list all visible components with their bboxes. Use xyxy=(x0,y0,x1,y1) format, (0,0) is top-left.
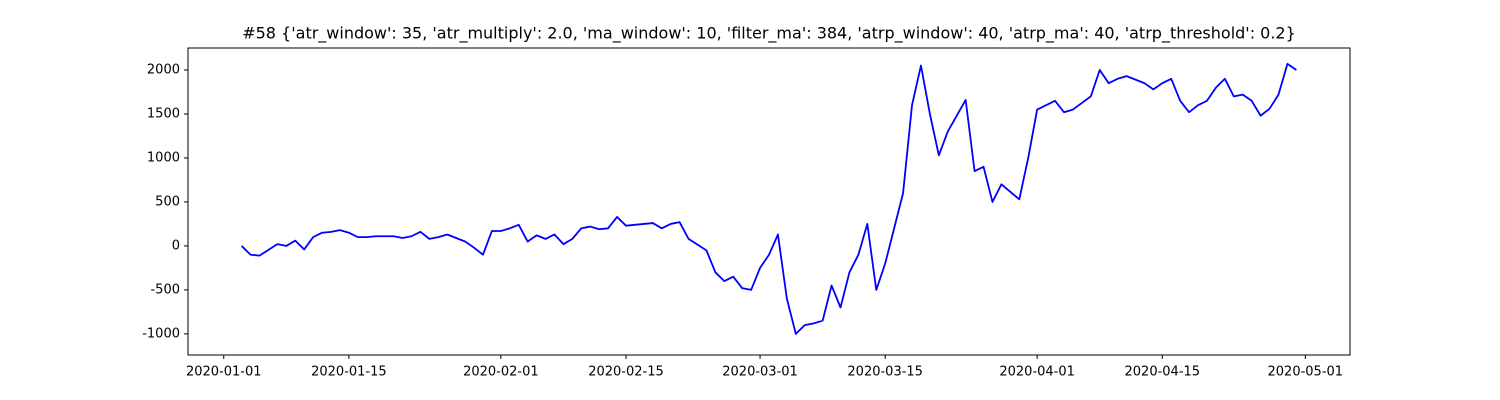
y-tick-label: 500 xyxy=(155,194,180,209)
x-tick-label: 2020-05-01 xyxy=(1268,365,1344,380)
y-tick-label: 1500 xyxy=(147,106,180,121)
x-tick-label: 2020-03-01 xyxy=(722,365,798,380)
x-tick-label: 2020-04-15 xyxy=(1125,365,1201,380)
x-tick-label: 2020-01-01 xyxy=(186,365,262,380)
plot-frame xyxy=(187,47,1351,356)
x-tick-label: 2020-01-15 xyxy=(311,365,387,380)
x-tick-label: 2020-02-15 xyxy=(588,365,664,380)
y-tick-label: 0 xyxy=(172,238,180,253)
y-tick-label: -500 xyxy=(150,282,180,297)
series-line xyxy=(240,62,1297,335)
x-tick-label: 2020-03-15 xyxy=(847,365,923,380)
y-tick-label: 1000 xyxy=(147,150,180,165)
x-tick-label: 2020-02-01 xyxy=(463,365,539,380)
x-tick-label: 2020-04-01 xyxy=(999,365,1075,380)
chart-title: #58 {'atr_window': 35, 'atr_multiply': 2… xyxy=(242,24,1296,44)
y-tick-label: -1000 xyxy=(142,326,180,341)
y-tick-label: 2000 xyxy=(147,62,180,77)
